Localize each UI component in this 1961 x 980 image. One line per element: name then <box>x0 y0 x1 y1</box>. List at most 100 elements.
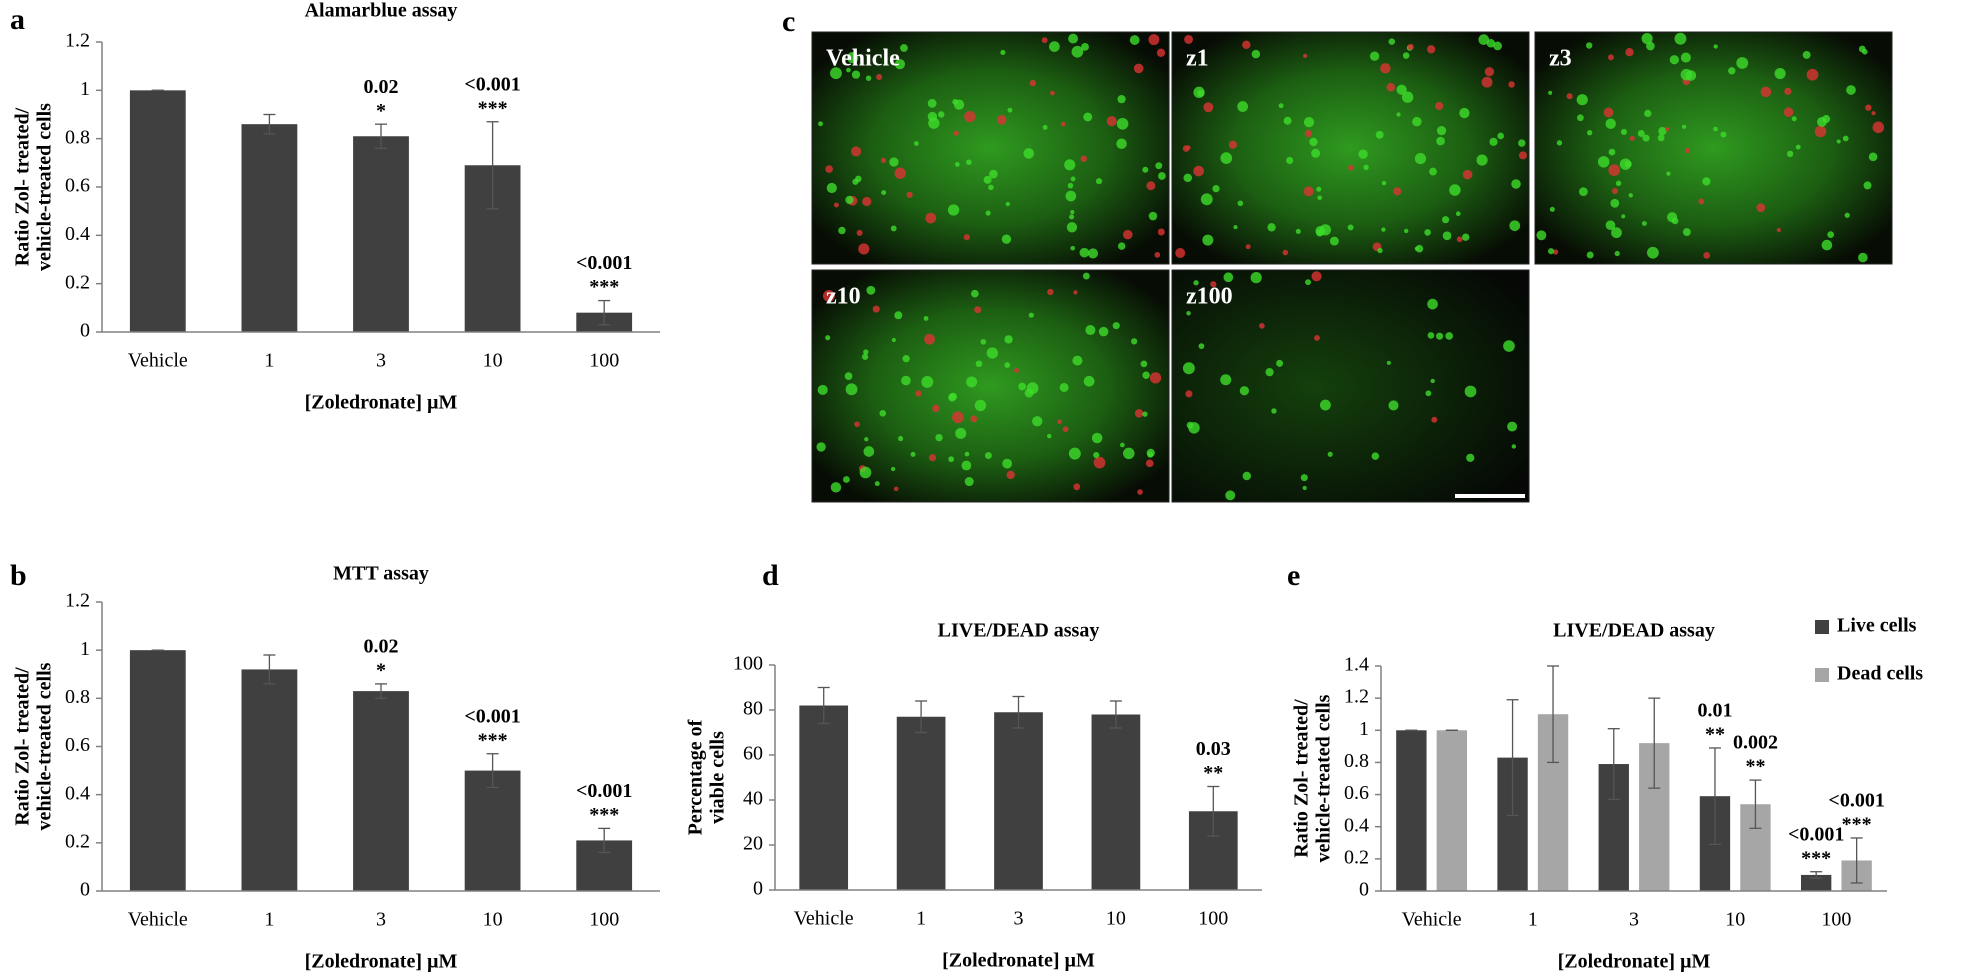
error-bar <box>486 753 499 789</box>
cell <box>983 175 992 184</box>
cell <box>1802 50 1811 59</box>
cell <box>1062 426 1069 433</box>
cell <box>891 337 896 343</box>
y-tick-label: 20 <box>743 833 763 855</box>
y-axis-title: Percentage of <box>685 719 707 835</box>
cell <box>906 191 913 198</box>
significance-stars: ** <box>1745 756 1765 778</box>
cell <box>1548 248 1555 255</box>
panel-label: e <box>1287 559 1300 592</box>
cell <box>1637 129 1645 138</box>
significance-stars: * <box>376 100 386 122</box>
cell <box>1202 234 1214 246</box>
x-tick-label: Vehicle <box>794 908 854 930</box>
cell <box>1703 251 1711 259</box>
cell <box>1518 139 1526 147</box>
micrograph <box>811 269 1170 503</box>
cell <box>1585 42 1593 49</box>
cell <box>1028 312 1034 318</box>
x-tick-label: 1 <box>264 909 274 931</box>
cell <box>1193 86 1205 98</box>
cell <box>952 411 964 424</box>
cell <box>1642 134 1650 142</box>
y-axis-title: viable cells <box>707 731 729 824</box>
cell <box>1079 247 1090 258</box>
cell <box>1430 378 1435 384</box>
cell <box>910 451 916 457</box>
cell <box>1149 372 1162 384</box>
cell <box>894 311 903 320</box>
cell <box>1511 179 1521 189</box>
cell <box>1276 359 1284 367</box>
y-axis-title: vehicle-treated cells <box>1313 694 1335 862</box>
cell <box>1449 184 1461 196</box>
cell <box>1497 132 1504 140</box>
cell <box>822 289 835 302</box>
cell <box>1085 324 1096 336</box>
cell <box>1302 485 1307 491</box>
legend-swatch <box>1815 668 1829 682</box>
cell <box>1401 91 1414 103</box>
cell <box>1576 94 1588 106</box>
cell <box>1425 390 1432 397</box>
error-bar <box>598 827 611 854</box>
cell <box>1369 51 1380 61</box>
cell <box>1081 42 1089 51</box>
significance-stars: *** <box>589 804 619 826</box>
cell <box>1603 107 1614 118</box>
x-tick-label: 1 <box>264 350 274 372</box>
y-axis-title: Ratio Zol- treated/ <box>12 667 34 826</box>
cell <box>1047 288 1054 296</box>
cell <box>1358 149 1368 159</box>
cell <box>971 289 979 298</box>
y-tick-label: 0.2 <box>65 830 90 852</box>
cell <box>928 454 937 462</box>
cell <box>1665 127 1670 132</box>
cell <box>1155 162 1163 170</box>
cell <box>1095 178 1103 185</box>
y-tick-label: 0.8 <box>65 126 90 148</box>
cell <box>874 481 880 487</box>
cell <box>1251 49 1261 59</box>
cell <box>1042 124 1048 130</box>
cell <box>1871 111 1876 116</box>
chart-title: Alamarblue assay <box>305 0 458 22</box>
error-bar <box>1850 837 1863 884</box>
cell <box>924 333 935 345</box>
cell <box>872 305 880 313</box>
cell <box>1435 101 1444 111</box>
cell <box>1381 227 1386 232</box>
cell <box>1720 131 1727 138</box>
cell <box>1407 43 1414 50</box>
cell <box>925 212 937 224</box>
chart-title: LIVE/DEAD assay <box>1553 620 1715 642</box>
x-tick-label: 3 <box>376 350 386 372</box>
cell <box>856 229 863 236</box>
cell <box>1182 145 1190 152</box>
cell <box>1131 338 1138 345</box>
cell <box>890 225 897 232</box>
cell <box>1300 474 1308 482</box>
cell <box>1858 45 1866 53</box>
cell <box>1713 126 1718 132</box>
cell <box>953 130 959 136</box>
y-tick-label: 0.6 <box>1344 782 1369 804</box>
y-tick-label: 0.4 <box>65 782 90 804</box>
significance-stars: *** <box>1801 847 1831 869</box>
cell <box>833 202 839 208</box>
error-bar <box>598 299 611 326</box>
cell <box>1237 101 1249 112</box>
cell <box>1536 230 1547 241</box>
cell <box>984 452 992 459</box>
bar <box>994 712 1043 890</box>
cell <box>1283 116 1292 125</box>
cell <box>1380 63 1391 74</box>
bar <box>353 136 409 332</box>
cell <box>1511 444 1517 449</box>
cell <box>1210 281 1217 288</box>
cell <box>1087 248 1099 259</box>
cell <box>1070 245 1076 251</box>
cell <box>1493 41 1502 51</box>
cell <box>1278 103 1284 109</box>
y-tick-label: 1 <box>1359 718 1369 740</box>
